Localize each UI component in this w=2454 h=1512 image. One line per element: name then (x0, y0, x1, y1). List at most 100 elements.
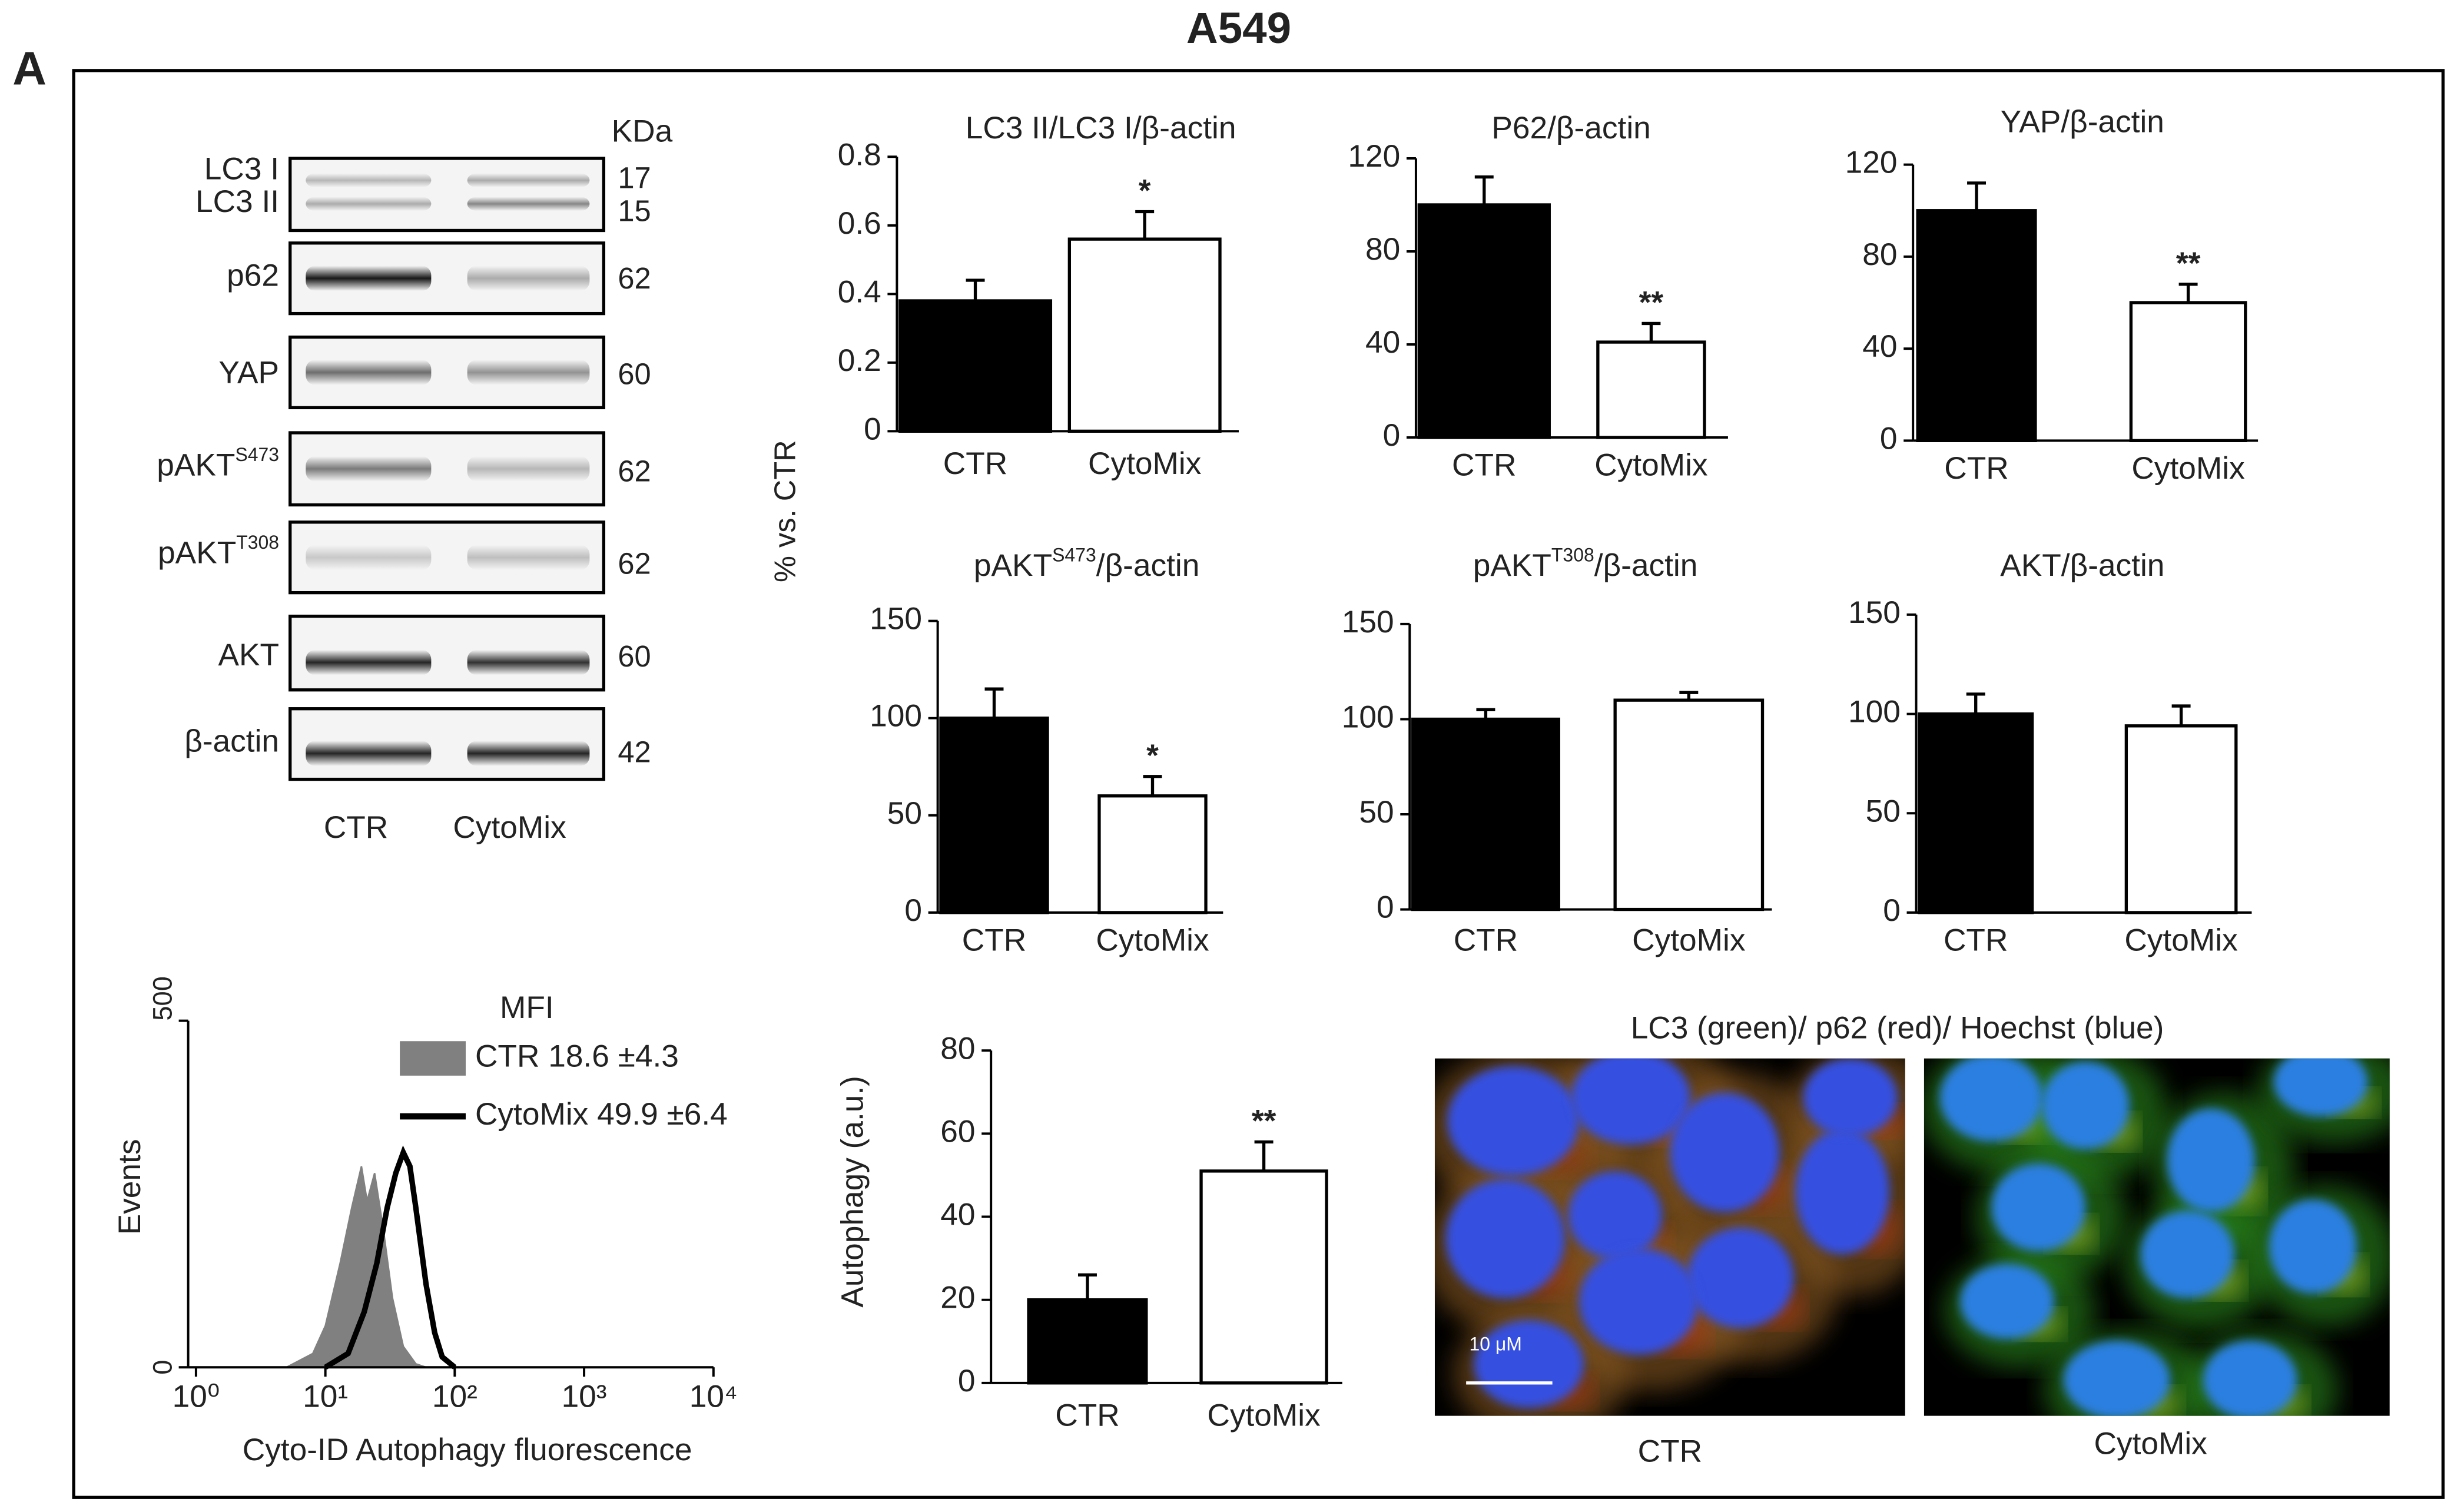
blot-row-name: LC3 II (195, 184, 279, 219)
error-bar (1967, 181, 1987, 211)
significance-mark: ** (1639, 286, 1664, 320)
nucleus (1795, 1129, 1890, 1255)
x-tick-label: 10¹ (303, 1380, 348, 1414)
chart-title-main: LC3 II/LC3 I/β-actin (966, 111, 1236, 145)
y-tick-label: 0 (864, 412, 881, 446)
nucleus (1803, 1058, 1898, 1137)
bar (1596, 340, 1706, 439)
error-bar (1641, 321, 1661, 343)
blot-row-name: β-actin (184, 724, 279, 758)
nucleus (1687, 1228, 1794, 1328)
blot-band (467, 456, 590, 482)
error-bar (1679, 691, 1699, 701)
y-tick-label: 150 (1848, 595, 1901, 630)
x-tick-label: CytoMix (1632, 923, 1746, 958)
x-tick-label: CTR (1454, 923, 1518, 958)
histogram-area (286, 1166, 427, 1368)
y-tick-label: 50 (887, 796, 922, 831)
chart-title: P62/β-actin (1491, 111, 1650, 145)
y-tick-label: 0.4 (838, 274, 881, 309)
bar (1027, 1298, 1148, 1385)
blot-band (467, 197, 590, 211)
microscopy-caption: CTR (1638, 1434, 1702, 1469)
blot-lane-label: CTR (324, 810, 388, 845)
significance-mark: * (1146, 738, 1159, 773)
legend-title: MFI (500, 990, 554, 1025)
chart-title: LC3 II/LC3 I/β-actin (966, 111, 1236, 145)
error-bar (2178, 283, 2198, 303)
chart-title-main: pAKT (1473, 548, 1551, 583)
blot-band (306, 741, 432, 766)
chart-title-main: AKT/β-actin (2000, 548, 2164, 583)
y-tick-label: 500 (148, 976, 178, 1021)
error-bar (1476, 708, 1495, 719)
nucleus (2269, 1199, 2357, 1294)
blot-row-label: AKT (218, 638, 279, 672)
x-tick-label: CTR (1452, 448, 1516, 483)
chart-title: pAKTS473/β-actin (974, 545, 1199, 583)
x-tick-label: CytoMix (1207, 1398, 1321, 1433)
error-bar (2171, 704, 2191, 726)
chart-title-sup: T308 (1551, 545, 1594, 566)
blot-row-name: AKT (218, 638, 279, 672)
blot-band (306, 649, 432, 675)
x-tick-label: 10² (432, 1380, 477, 1414)
blot-row-name: LC3 I (204, 151, 279, 186)
y-tick-label: 0 (904, 893, 922, 928)
microscopy-title: LC3 (green)/ p62 (red)/ Hoechst (blue) (1631, 1011, 2164, 1046)
legend-label: CTR 18.6 ±4.3 (475, 1039, 679, 1074)
scale-bar-label: 10 μM (1469, 1333, 1521, 1354)
y-tick-label: 0 (1880, 421, 1898, 456)
x-tick-label: CTR (1944, 451, 2008, 486)
y-tick-label: 40 (1862, 329, 1897, 364)
error-bar (1077, 1273, 1097, 1300)
error-bar (1143, 775, 1162, 796)
y-tick-label: 50 (1359, 795, 1394, 830)
blot-lane-label: CytoMix (453, 810, 566, 845)
blot-band (306, 266, 432, 291)
significance-mark: * (1139, 174, 1151, 208)
error-bar (984, 687, 1004, 718)
bar (1097, 794, 1208, 914)
blot-kda: 62 (618, 455, 651, 488)
blot-row-label: pAKTS473 (157, 444, 279, 482)
blot-row-label: p62 (227, 258, 279, 293)
chart-title-suffix: /β-actin (1594, 548, 1698, 583)
bar (1199, 1169, 1328, 1385)
nucleus (1578, 1248, 1699, 1355)
y-tick-label: 0.6 (838, 206, 881, 241)
y-tick-label: 0 (1383, 418, 1401, 453)
x-tick-label: 10⁰ (173, 1380, 220, 1414)
blot-row-name: pAKT (158, 536, 236, 571)
blot-kda: 62 (618, 261, 651, 295)
y-tick-label: 40 (940, 1198, 975, 1232)
blot-row-label: YAP (218, 356, 279, 390)
error-bar (1966, 692, 1985, 714)
chart-title: AKT/β-actin (2000, 548, 2164, 583)
nucleus (1939, 1058, 2044, 1142)
blot-band (467, 360, 590, 385)
blot-kda: 15 (618, 194, 651, 228)
y-tick-label: 100 (870, 699, 922, 734)
blot-band (467, 649, 590, 675)
blot-row-label: LC3 I (204, 151, 279, 186)
legend-swatch (400, 1041, 466, 1076)
y-tick-label: 80 (1862, 237, 1897, 272)
chart-title-main: P62/β-actin (1491, 111, 1650, 145)
blot-kda: 17 (618, 161, 651, 195)
y-tick-label: 50 (1866, 794, 1901, 828)
y-tick-label: 0 (1377, 890, 1394, 925)
chart-title: YAP/β-actin (2001, 104, 2164, 139)
y-tick-label: 0 (1883, 893, 1901, 928)
x-tick-label: CytoMix (2124, 923, 2238, 958)
blot-band (306, 197, 432, 211)
chart-title: pAKTT308/β-actin (1473, 545, 1698, 583)
blot-row-name: p62 (227, 258, 279, 293)
blot-row-sup: T308 (236, 532, 279, 553)
y-tick-label: 60 (940, 1114, 975, 1149)
blot-row-label: β-actin (184, 724, 279, 758)
bar (2124, 724, 2238, 914)
blot-band (306, 173, 432, 188)
